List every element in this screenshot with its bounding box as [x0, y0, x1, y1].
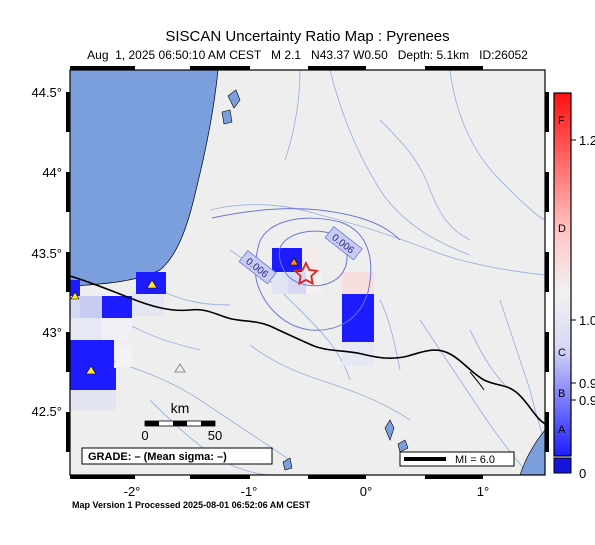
station-triangle-icon [174, 363, 186, 373]
lat-tick-label: 42.5° [31, 404, 62, 419]
map-subtitle: Aug 1, 2025 06:50:10 AM CEST M 2.1 N43.3… [87, 48, 528, 62]
reservoir-shape [282, 457, 293, 471]
scale-right-label: 50 [208, 428, 222, 443]
station-triangle-icon [289, 257, 299, 266]
grade-letter: D [558, 223, 566, 235]
lon-tick-label: -2° [124, 484, 141, 499]
grade-letter: A [558, 424, 566, 436]
colorbar-value: 1.0 [579, 313, 595, 328]
lat-tick-label: 44° [42, 165, 62, 180]
colorbar-value: 0.9 [579, 393, 595, 408]
colorbar-value: 1.2 [579, 133, 595, 148]
ocean-bay-of-biscay [70, 70, 219, 287]
colorbar-gradient [553, 92, 572, 457]
svg-text:GRADE: – (Mean sigma: –): GRADE: – (Mean sigma: –) [88, 451, 227, 463]
colorbar-value: 0 [579, 466, 586, 481]
ocean-mediterranean [519, 429, 545, 475]
svg-text:MI = 6.0: MI = 6.0 [455, 454, 495, 466]
scale-left-label: 0 [141, 428, 148, 443]
map-footer: Map Version 1 Processed 2025-08-01 06:52… [72, 500, 311, 510]
scale-bar: km 0 50 [141, 400, 222, 443]
lake-shape [221, 109, 233, 125]
contour-lines [211, 208, 401, 331]
colorbar: F D C B A 1.2 1.0 0.9 0.9 0 [553, 92, 595, 481]
reservoir-shape [397, 439, 409, 453]
mi-box: MI = 6.0 [399, 451, 515, 467]
lon-tick-label: -1° [241, 484, 258, 499]
map-area: 0.006 0.006 km 0 50 [70, 70, 545, 475]
border-segment [469, 371, 485, 391]
lon-tick-label: 0° [360, 484, 372, 499]
frame-ticks [66, 66, 549, 479]
national-border [70, 275, 545, 425]
epicenter-star-icon [293, 260, 319, 286]
lon-tick-label: 1° [477, 484, 489, 499]
grade-box: GRADE: – (Mean sigma: –) [81, 447, 273, 465]
reservoir-shape [384, 419, 395, 441]
grade-letter: C [558, 347, 566, 359]
grade-letter: F [558, 115, 565, 127]
colorbar-value: 0.9 [579, 376, 595, 391]
river-network [70, 70, 545, 475]
scale-unit-label: km [171, 400, 190, 416]
lake-shape [227, 89, 241, 109]
grade-letter: B [558, 388, 565, 400]
lat-tick-label: 44.5° [31, 85, 62, 100]
lat-tick-label: 43° [42, 325, 62, 340]
map-title: SISCAN Uncertainty Ratio Map : Pyrenees [165, 28, 450, 45]
lat-tick-label: 43.5° [31, 246, 62, 261]
station-triangle-icon [85, 365, 97, 375]
station-triangle-icon [146, 279, 158, 289]
colorbar-min-swatch [553, 457, 572, 474]
station-triangle-icon [70, 291, 80, 300]
